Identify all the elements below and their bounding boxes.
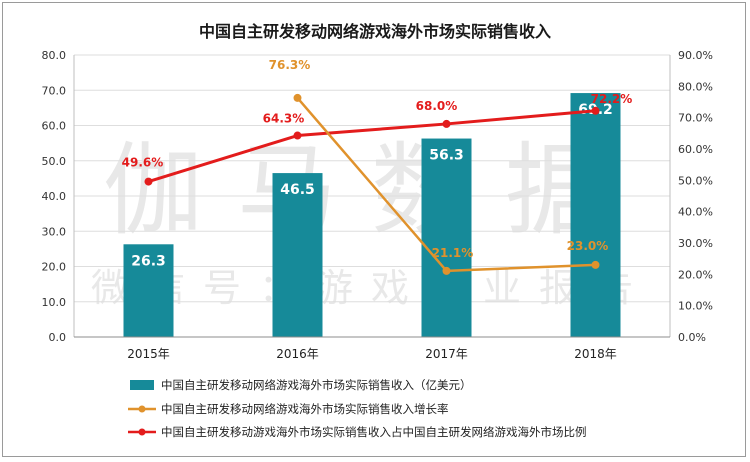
growth-value-label: 21.1% [432, 246, 474, 260]
left-tick-label: 30.0 [42, 225, 67, 238]
legend-swatch-bar [130, 380, 154, 390]
left-tick-label: 50.0 [42, 155, 67, 168]
x-tick-label: 2015年 [127, 347, 170, 361]
right-tick-label: 70.0% [678, 112, 713, 125]
ratio-value-label: 68.0% [416, 99, 458, 113]
watermark: 伽马数据 微信号：游戏产业报告 [91, 132, 651, 310]
right-tick-label: 60.0% [678, 143, 713, 156]
ratio-marker [591, 106, 600, 115]
right-tick-label: 50.0% [678, 174, 713, 187]
right-tick-label: 10.0% [678, 300, 713, 313]
watermark-sub: 微信号：游戏产业报告 [91, 266, 651, 310]
legend-swatch-marker [138, 428, 146, 436]
left-axis: 0.0 10.0 20.0 30.0 40.0 50.0 60.0 70.0 80.0 [42, 49, 75, 344]
growth-marker [293, 93, 302, 102]
left-tick-label: 60.0 [42, 120, 67, 133]
bar-value-label: 46.5 [280, 182, 315, 198]
legend-label: 中国自主研发移动网络游戏海外市场实际销售收入增长率 [161, 402, 449, 416]
legend-swatch-marker [138, 405, 146, 413]
right-axis: 0.0% 10.0% 20.0% 30.0% 40.0% 50.0% 60.0% 70.0% 8… [669, 49, 713, 344]
left-tick-label: 10.0 [42, 296, 67, 309]
ratio-value-label: 72.2% [591, 92, 633, 106]
x-axis: 2015年 2016年 2017年 2018年 [74, 336, 670, 361]
left-tick-label: 20.0 [42, 261, 67, 274]
chart-svg: 伽马数据 微信号：游戏产业报告 中国自主研发移动网络游戏海外市场实际销售收入 0… [42, 22, 713, 439]
left-tick-label: 70.0 [42, 84, 67, 97]
x-tick-label: 2018年 [574, 347, 617, 361]
bar [123, 244, 174, 337]
ratio-value-label: 49.6% [122, 156, 164, 170]
right-tick-label: 80.0% [678, 80, 713, 93]
growth-value-label: 76.3% [269, 58, 311, 72]
left-tick-label: 0.0 [49, 331, 67, 344]
growth-value-label: 23.0% [567, 239, 609, 253]
ratio-marker [442, 119, 451, 128]
legend-label: 中国自主研发移动游戏海外市场实际销售收入占中国自主研发网络游戏海外市场比例 [161, 425, 587, 439]
bar-value-label: 26.3 [131, 253, 166, 269]
chart-title: 中国自主研发移动网络游戏海外市场实际销售收入 [199, 22, 551, 41]
ratio-marker [144, 177, 153, 186]
bar-value-label: 56.3 [429, 148, 464, 164]
bar [272, 173, 323, 337]
legend-label: 中国自主研发移动网络游戏海外市场实际销售收入（亿美元） [161, 378, 472, 392]
left-tick-label: 40.0 [42, 190, 67, 203]
left-tick-label: 80.0 [42, 49, 67, 62]
chart-frame: 伽马数据 微信号：游戏产业报告 中国自主研发移动网络游戏海外市场实际销售收入 0… [2, 2, 746, 457]
x-tick-label: 2017年 [425, 347, 468, 361]
bar [421, 138, 472, 337]
bar-series: 26.346.556.369.2 [123, 93, 621, 337]
line-series: 49.6% 64.3% 68.0% 72.2% 76.3% 21.1% 23.0% [122, 58, 633, 275]
growth-marker [591, 260, 600, 269]
right-tick-label: 90.0% [678, 49, 713, 62]
right-tick-label: 20.0% [678, 268, 713, 281]
bar [570, 93, 621, 337]
watermark-main: 伽马数据 [103, 132, 639, 249]
right-tick-label: 0.0% [678, 331, 706, 344]
right-tick-label: 40.0% [678, 206, 713, 219]
ratio-marker [293, 131, 302, 140]
right-tick-label: 30.0% [678, 237, 713, 250]
legend: 中国自主研发移动网络游戏海外市场实际销售收入（亿美元） 中国自主研发移动网络游戏海… [128, 378, 587, 439]
ratio-value-label: 64.3% [263, 112, 305, 126]
x-tick-label: 2016年 [276, 347, 319, 361]
ratio-line [148, 109, 596, 184]
growth-marker [442, 266, 451, 275]
